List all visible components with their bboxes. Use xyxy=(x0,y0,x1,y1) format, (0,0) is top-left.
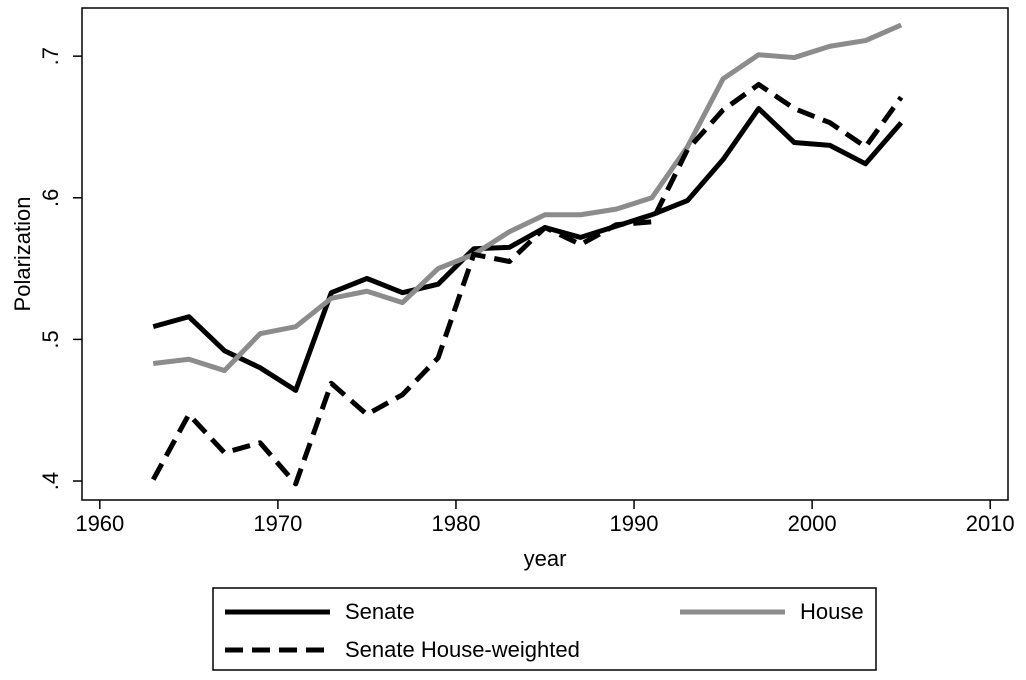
x-tick-label: 2000 xyxy=(788,511,837,536)
x-tick-label: 1980 xyxy=(431,511,480,536)
x-axis-label: year xyxy=(524,546,567,571)
y-tick-label: .4 xyxy=(38,472,63,490)
y-axis-label: Polarization xyxy=(10,197,35,312)
plot-frame xyxy=(81,7,1009,501)
y-tick-label: .5 xyxy=(38,330,63,348)
series-line xyxy=(152,22,903,374)
legend-label: Senate House-weighted xyxy=(345,637,580,662)
x-tick-label: 2010 xyxy=(966,511,1015,536)
x-tick-label: 1990 xyxy=(610,511,659,536)
series-line xyxy=(152,106,904,393)
x-tick-label: 1970 xyxy=(253,511,302,536)
series-line xyxy=(151,81,904,487)
legend-label: House xyxy=(800,599,864,624)
y-tick-label: .7 xyxy=(38,47,63,65)
legend-box xyxy=(212,587,877,671)
x-tick-label: 1960 xyxy=(75,511,124,536)
y-tick-label: .6 xyxy=(38,189,63,207)
legend-label: Senate xyxy=(345,599,415,624)
